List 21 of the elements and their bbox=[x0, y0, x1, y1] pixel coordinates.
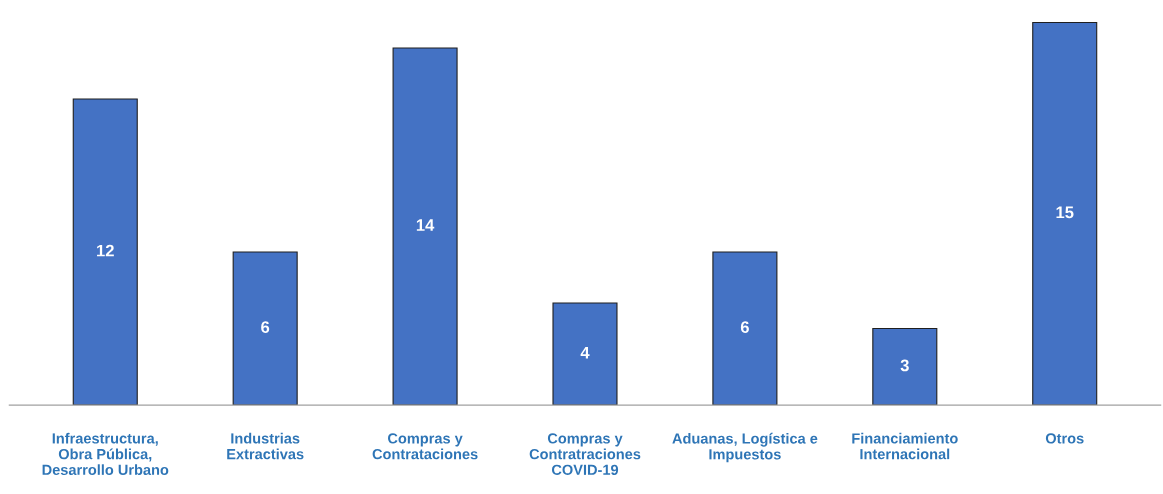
bar bbox=[392, 47, 458, 406]
x-tick-label: Financiamiento Internacional bbox=[852, 432, 958, 460]
x-tick-label: Industrias Extractivas bbox=[227, 432, 304, 460]
x-tick-label: Compras y Contratraciones COVID-19 bbox=[529, 433, 641, 475]
x-tick-label: Infraestructura, Obra Pública, Desarrollo Urbano bbox=[42, 432, 169, 475]
data-label: 4 bbox=[580, 346, 590, 359]
bar bbox=[232, 251, 298, 406]
x-tick-label: Aduanas, Logística e Impuestos bbox=[672, 432, 818, 463]
data-label: 6 bbox=[740, 321, 749, 334]
data-label: 3 bbox=[900, 359, 909, 372]
data-label: 15 bbox=[1056, 206, 1074, 219]
bar bbox=[872, 328, 938, 406]
bar bbox=[552, 302, 618, 406]
data-label: 12 bbox=[97, 244, 114, 257]
data-label: 6 bbox=[261, 321, 270, 334]
x-tick-label: Compras y Contrataciones bbox=[372, 433, 478, 460]
x-tick-label: Otros bbox=[1045, 433, 1084, 444]
data-label: 14 bbox=[416, 219, 435, 231]
bar bbox=[712, 251, 778, 406]
bar bbox=[72, 98, 138, 406]
bar bbox=[1032, 21, 1098, 406]
